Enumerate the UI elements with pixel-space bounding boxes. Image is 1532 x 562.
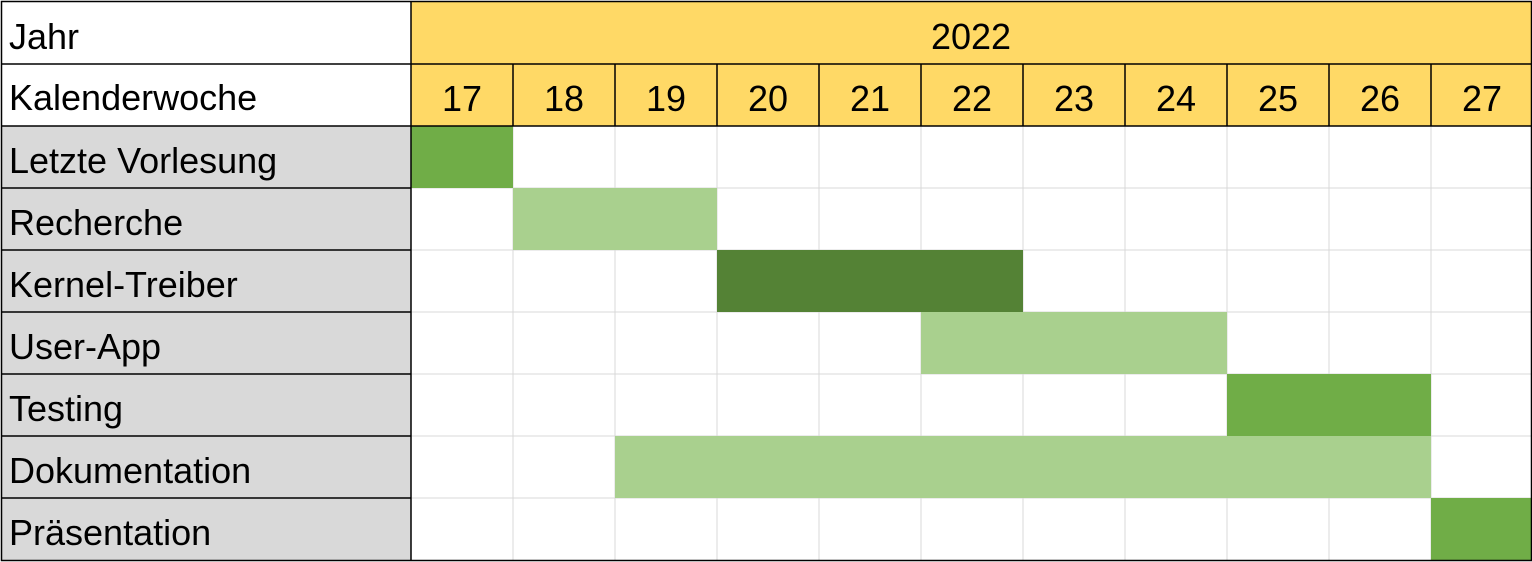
week-number-label: 21 — [850, 78, 890, 119]
week-number-label: 26 — [1360, 78, 1400, 119]
task-label: Recherche — [9, 202, 183, 243]
task-label: Kernel-Treiber — [9, 264, 238, 305]
year-header-label: Jahr — [9, 16, 79, 57]
week-header-label: Kalenderwoche — [9, 77, 257, 118]
week-number-label: 20 — [748, 78, 788, 119]
week-number-label: 19 — [646, 78, 686, 119]
task-label: Präsentation — [9, 512, 211, 553]
week-number-label: 18 — [544, 78, 584, 119]
week-number-label: 23 — [1054, 78, 1094, 119]
task-bar — [615, 436, 1431, 498]
week-number-label: 22 — [952, 78, 992, 119]
task-label-column-fill — [2, 126, 411, 560]
task-bar — [411, 126, 513, 188]
task-bar — [921, 312, 1227, 374]
task-bar — [717, 250, 1023, 312]
task-bar — [1431, 498, 1531, 560]
task-label: Testing — [9, 388, 123, 429]
chart-bars — [411, 126, 1531, 560]
task-bar — [1227, 374, 1431, 436]
week-number-label: 25 — [1258, 78, 1298, 119]
task-label: Dokumentation — [9, 450, 251, 491]
week-number-label: 27 — [1462, 78, 1502, 119]
task-bar — [513, 188, 717, 250]
task-label: User-App — [9, 326, 161, 367]
year-label: 2022 — [931, 16, 1011, 57]
week-number-label: 17 — [442, 78, 482, 119]
chart-labels: Jahr 2022 Kalenderwoche 17 18 19 20 21 22 23 24… — [9, 16, 1502, 553]
week-number-label: 24 — [1156, 78, 1196, 119]
task-label: Letzte Vorlesung — [9, 140, 277, 181]
